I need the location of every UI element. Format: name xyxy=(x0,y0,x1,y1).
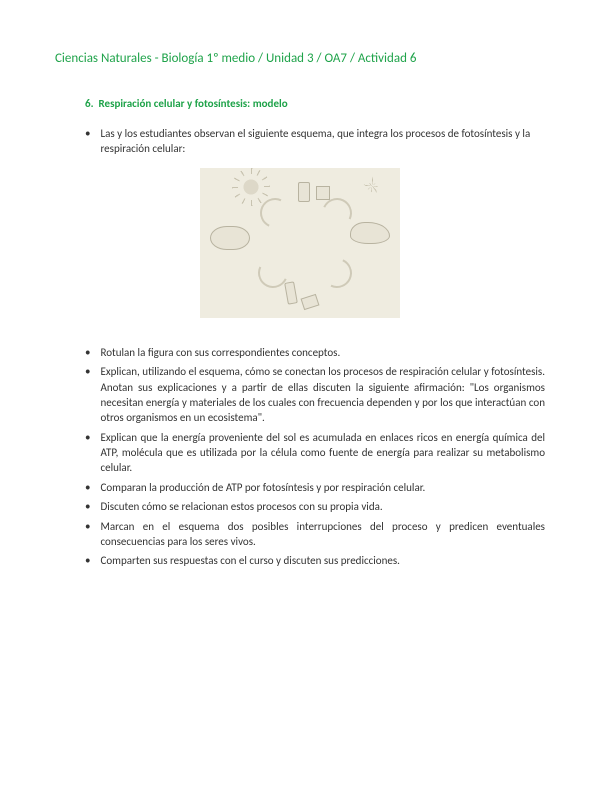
cycle-diagram xyxy=(200,168,400,318)
list-item: • Discuten cómo se relacionan estos proce… xyxy=(85,499,545,514)
bullet-icon: • xyxy=(85,499,90,514)
chloroplast-icon xyxy=(210,226,250,250)
bullet-icon: • xyxy=(85,364,90,426)
molecule-box-4 xyxy=(301,294,320,310)
molecule-box-2 xyxy=(316,186,330,200)
section-title: Respiración celular y fotosíntesis: mode… xyxy=(99,97,288,110)
molecule-box-3 xyxy=(284,282,298,305)
bullet-icon: • xyxy=(85,430,90,476)
list-item: •Explican que la energía proveniente del… xyxy=(85,430,545,476)
intro-item: • Las y los estudiantes observan el sigu… xyxy=(85,126,545,157)
list-item-text: Comparan la producción de ATP por fotosí… xyxy=(100,480,545,495)
section-number: 6. xyxy=(85,97,94,110)
diagram-container xyxy=(55,168,545,322)
list-item-text: Explican que la energía proveniente del … xyxy=(100,430,545,476)
intro-text: Las y los estudiantes observan el siguie… xyxy=(100,126,545,157)
list-item: • Comparan la producción de ATP por fotos… xyxy=(85,480,545,495)
list-item-text: Discuten cómo se relacionan estos proces… xyxy=(100,499,545,514)
bullet-icon: • xyxy=(85,519,90,550)
bullet-icon: • xyxy=(85,126,90,157)
mitochondria-icon xyxy=(350,222,390,244)
page-title: Ciencias Naturales - Biología 1º medio /… xyxy=(55,50,545,68)
list-item-text: Rotulan la figura con sus correspondient… xyxy=(100,345,545,360)
list-item: • Marcan en el esquema dos posibles inter… xyxy=(85,519,545,550)
bullet-icon: • xyxy=(85,553,90,568)
list-item-text: Marcan en el esquema dos posibles interr… xyxy=(100,519,545,550)
list-item: •Explican, utilizando el esquema, cómo s… xyxy=(85,364,545,426)
energy-burst-icon xyxy=(362,176,382,196)
list-item-text: Comparten sus respuestas con el curso y … xyxy=(100,553,545,568)
activity-list: • Rotulan la figura con sus correspondien… xyxy=(85,345,545,569)
list-item: • Rotulan la figura con sus correspondien… xyxy=(85,345,545,360)
molecule-box-1 xyxy=(298,182,310,202)
section-heading: 6. Respiración celular y fotosíntesis: m… xyxy=(85,96,545,111)
bullet-icon: • xyxy=(85,345,90,360)
sun-icon xyxy=(238,174,264,200)
list-item: • Comparten sus respuestas con el curso y… xyxy=(85,553,545,568)
bullet-icon: • xyxy=(85,480,90,495)
list-item-text: Explican, utilizando el esquema, cómo se… xyxy=(100,364,545,426)
cycle-arrow-3 xyxy=(318,254,356,292)
